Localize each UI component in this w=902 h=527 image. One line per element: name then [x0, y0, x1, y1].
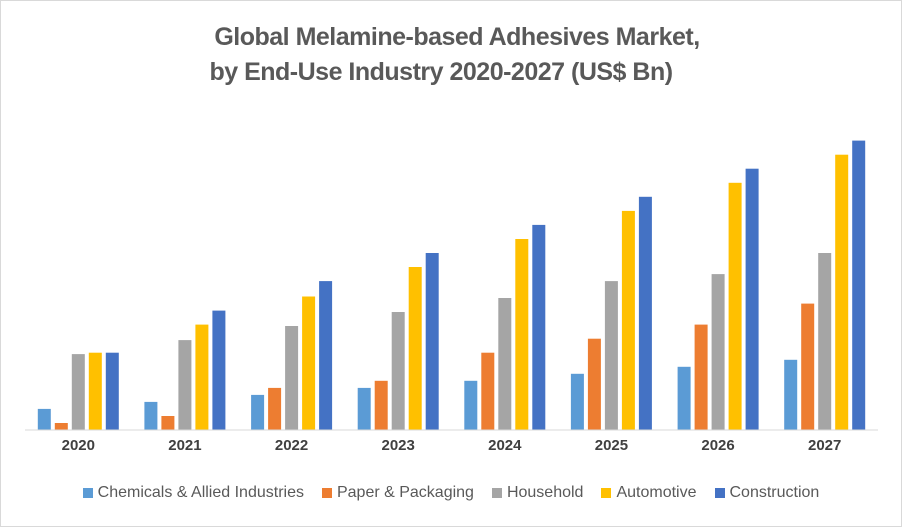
- bar-construction-2026: [745, 168, 759, 430]
- chart-title-line1: Global Melamine-based Adhesives Market,: [214, 23, 700, 51]
- bar-chemicals-allied-industries-2026: [677, 366, 691, 430]
- legend-label: Chemicals & Allied Industries: [97, 484, 304, 501]
- bar-chemicals-allied-industries-2023: [357, 387, 371, 430]
- bar-household-2024: [498, 298, 512, 430]
- bar-construction-2024: [532, 224, 546, 430]
- legend-label: Paper & Packaging: [336, 484, 474, 501]
- x-tick-label: 2026: [701, 437, 734, 454]
- chart-title: Global Melamine-based Adhesives Market, …: [0, 20, 902, 90]
- bar-paper-packaging-2027: [801, 303, 815, 430]
- bar-household-2027: [818, 253, 832, 430]
- bar-paper-packaging-2025: [587, 338, 601, 430]
- bar-construction-2021: [212, 310, 226, 430]
- legend-item: Chemicals & Allied Industries: [82, 484, 304, 502]
- bar-household-2023: [391, 312, 405, 430]
- bar-automotive-2027: [835, 154, 849, 430]
- bar-paper-packaging-2022: [268, 387, 282, 430]
- legend-swatch: [491, 488, 502, 498]
- bar-chemicals-allied-industries-2027: [784, 359, 798, 430]
- bar-automotive-2026: [728, 182, 742, 430]
- bar-chemicals-allied-industries-2020: [37, 408, 51, 430]
- x-tick-label: 2023: [382, 437, 415, 454]
- bar-automotive-2023: [408, 267, 422, 430]
- bar-automotive-2025: [621, 210, 635, 430]
- legend-swatch: [714, 488, 725, 498]
- bar-chemicals-allied-industries-2021: [144, 401, 158, 430]
- bar-household-2021: [178, 340, 192, 430]
- legend-item: Automotive: [601, 484, 697, 502]
- bar-automotive-2022: [302, 296, 316, 430]
- legend-swatch: [601, 488, 612, 498]
- bar-chemicals-allied-industries-2025: [570, 373, 584, 430]
- legend-label: Construction: [729, 484, 820, 501]
- bar-automotive-2020: [88, 352, 102, 430]
- legend-item: Construction: [714, 484, 820, 502]
- bar-construction-2023: [425, 253, 439, 430]
- legend: Chemicals & Allied Industries Paper & Pac…: [0, 484, 902, 502]
- legend-item: Paper & Packaging: [321, 484, 474, 502]
- x-tick-label: 2024: [488, 437, 522, 454]
- x-tick-label: 2027: [808, 437, 841, 454]
- legend-label: Automotive: [616, 484, 697, 501]
- x-tick-label: 2020: [62, 437, 95, 454]
- bar-paper-packaging-2021: [161, 416, 175, 430]
- bar-construction-2027: [852, 140, 866, 430]
- bar-chemicals-allied-industries-2024: [464, 380, 478, 430]
- bar-construction-2020: [105, 352, 119, 430]
- bar-household-2022: [285, 326, 299, 430]
- x-tick-label: 2022: [275, 437, 308, 454]
- bar-household-2020: [71, 354, 85, 430]
- bar-chemicals-allied-industries-2022: [251, 394, 265, 430]
- bar-automotive-2021: [195, 324, 209, 430]
- bars-group: [37, 140, 866, 430]
- bar-household-2026: [711, 274, 725, 430]
- legend-label: Household: [506, 484, 584, 501]
- bar-automotive-2024: [515, 239, 529, 430]
- x-tick-label: 2021: [168, 437, 201, 454]
- legend-item: Household: [491, 484, 584, 502]
- legend-swatch: [82, 488, 93, 498]
- x-tick-labels: 2020 2021 2022 2023 2024 2025 2026 2027: [62, 437, 842, 454]
- bar-paper-packaging-2026: [694, 324, 708, 430]
- chart-subtitle: by End-Use Industry 2020-2027 (US$ Bn): [209, 58, 673, 86]
- bar-paper-packaging-2023: [374, 380, 388, 430]
- x-tick-label: 2025: [595, 437, 628, 454]
- bar-construction-2022: [319, 281, 333, 430]
- bar-paper-packaging-2020: [54, 423, 68, 430]
- bar-paper-packaging-2024: [481, 352, 495, 430]
- bar-household-2025: [604, 281, 618, 430]
- bar-construction-2025: [638, 196, 652, 430]
- legend-swatch: [321, 488, 332, 498]
